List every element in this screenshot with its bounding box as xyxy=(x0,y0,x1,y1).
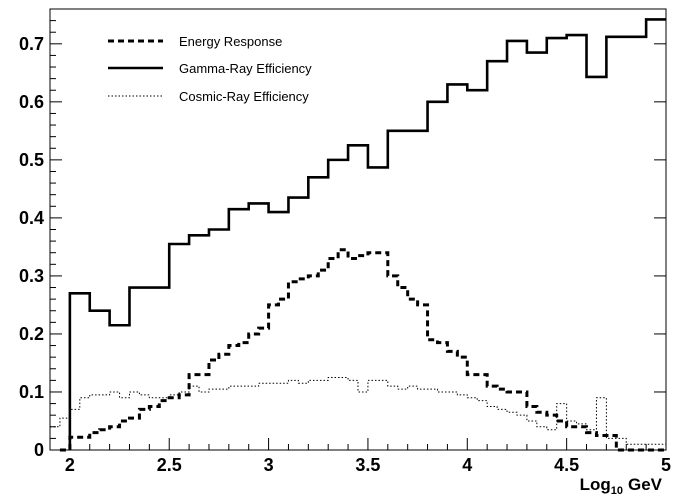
y-tick-label: 0.1 xyxy=(19,382,44,402)
x-axis-title-main: Log xyxy=(580,475,611,494)
x-tick-label: 4 xyxy=(462,455,472,475)
y-tick-label: 0 xyxy=(34,440,44,460)
legend: Energy Response Gamma-Ray Efficiency Cosmi… xyxy=(108,34,312,104)
plot-frame xyxy=(49,8,667,451)
x-tick-label: 3.5 xyxy=(355,455,380,475)
series-line-cosmic-ray-efficiency xyxy=(50,376,666,445)
x-tick-label: 2.5 xyxy=(157,455,182,475)
series-layer xyxy=(50,18,666,452)
x-tick-label: 5 xyxy=(661,455,671,475)
y-axis: 0 0.1 0.2 0.3 0.4 0.5 0.6 0.7 xyxy=(19,8,666,460)
legend-label: Energy Response xyxy=(179,34,282,49)
y-tick-label: 0.3 xyxy=(19,266,44,286)
y-tick-label: 0.6 xyxy=(19,92,44,112)
y-tick-label: 0.4 xyxy=(19,208,44,228)
x-axis-title-unit: GeV xyxy=(628,475,663,494)
x-axis-title-sub: 10 xyxy=(611,485,623,495)
series-line-energy-response xyxy=(59,248,666,452)
x-tick-label: 4.5 xyxy=(554,455,579,475)
y-tick-label: 0.7 xyxy=(19,34,44,54)
x-tick-label: 2 xyxy=(65,455,75,475)
x-tick-label: 3 xyxy=(264,455,274,475)
legend-label: Gamma-Ray Efficiency xyxy=(179,61,312,76)
x-axis: 2 2.5 3 3.5 4 4.5 5 xyxy=(49,438,671,475)
x-axis-title: Log10 GeV xyxy=(580,475,663,495)
series-line-gamma-ray-efficiency xyxy=(68,18,666,450)
y-tick-label: 0.2 xyxy=(19,324,44,344)
y-tick-label: 0.5 xyxy=(19,150,44,170)
legend-label: Cosmic-Ray Efficiency xyxy=(179,89,309,104)
